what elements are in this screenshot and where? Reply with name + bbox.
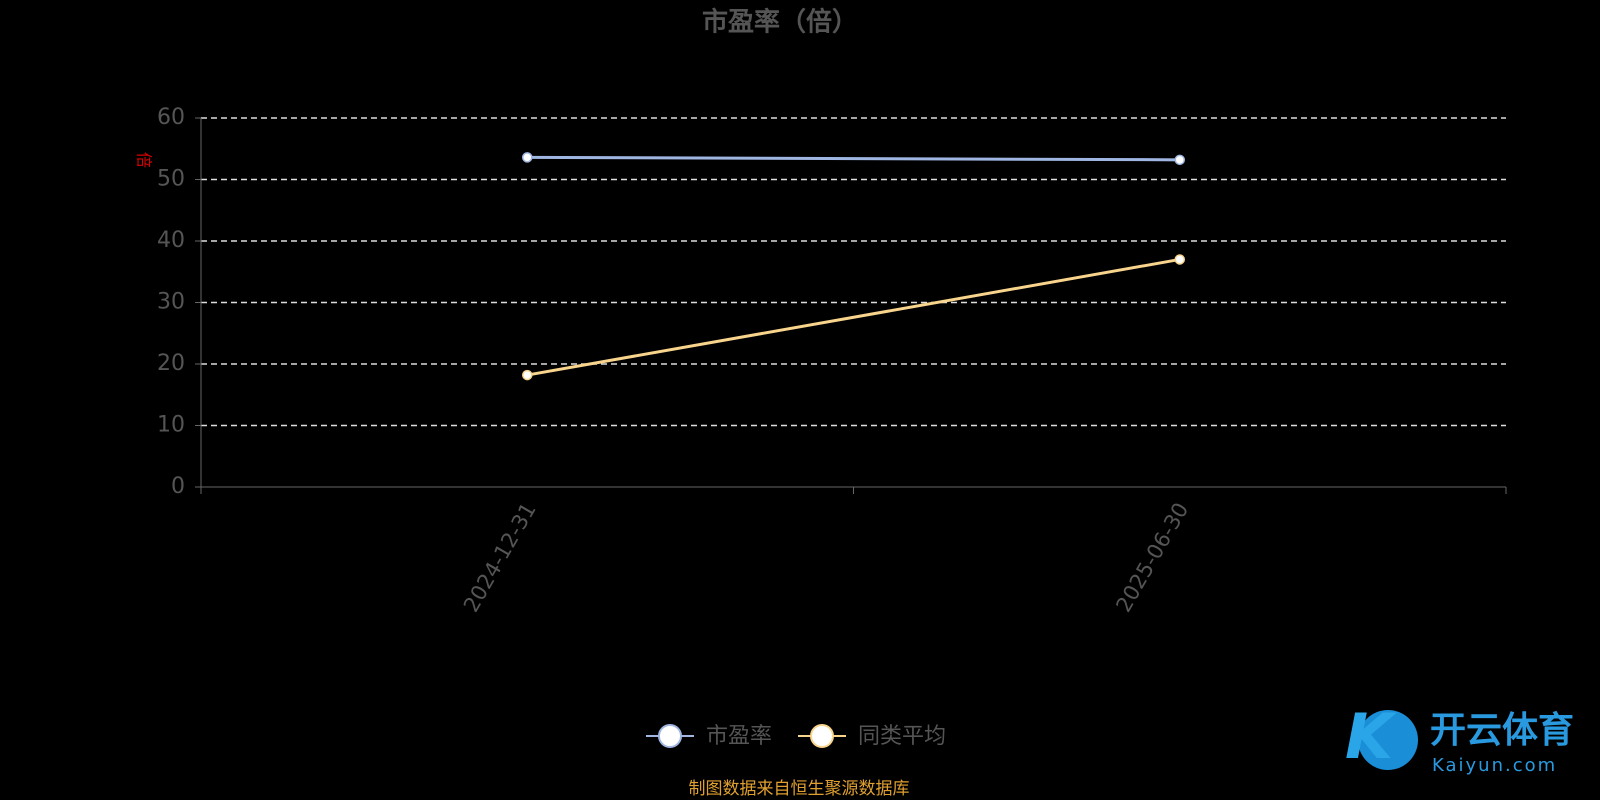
watermark-brand: 开云体育 <box>1430 710 1574 751</box>
legend-label: 市盈率 <box>706 724 772 749</box>
y-tick-label: 60 <box>157 105 185 130</box>
source-note: 制图数据来自恒生聚源数据库 <box>689 779 910 799</box>
legend-item: 同类平均 <box>798 724 946 749</box>
watermark-logo <box>1358 710 1418 770</box>
watermark-site: Kaiyun.com <box>1432 755 1557 776</box>
y-tick-label: 50 <box>157 167 185 192</box>
y-tick-label: 20 <box>157 351 185 376</box>
y-tick-label: 10 <box>157 413 185 438</box>
legend-swatch <box>810 724 834 748</box>
data-point <box>1174 254 1185 265</box>
y-tick-label: 0 <box>171 474 185 499</box>
data-point <box>522 152 533 163</box>
legend-swatch <box>658 724 682 748</box>
y-tick-label: 40 <box>157 228 185 253</box>
y-axis-label: 倍 <box>135 152 154 168</box>
data-point <box>1174 154 1185 166</box>
watermark-logo-letter: K <box>1345 700 1397 773</box>
legend-item: 市盈率 <box>646 724 772 749</box>
watermark: K 开云体育 Kaiyun.com <box>1345 700 1574 776</box>
data-point <box>522 369 533 381</box>
chart-title: 市盈率（倍） <box>702 7 858 38</box>
legend-label: 同类平均 <box>858 724 946 749</box>
y-tick-label: 30 <box>157 290 185 315</box>
series-line <box>526 257 1181 377</box>
x-tick-label: 2024-12-31 <box>459 499 541 617</box>
x-tick-label: 2025-06-30 <box>1111 499 1193 617</box>
series-line <box>527 155 1180 162</box>
